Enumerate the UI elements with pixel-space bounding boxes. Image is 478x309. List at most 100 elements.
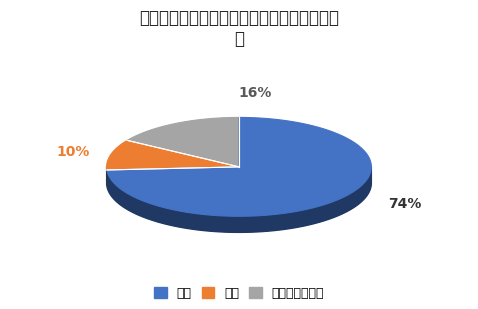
Polygon shape — [297, 211, 299, 227]
Polygon shape — [114, 184, 115, 200]
Polygon shape — [121, 189, 122, 206]
Polygon shape — [189, 213, 191, 229]
Polygon shape — [266, 215, 268, 231]
Text: 16%: 16% — [239, 86, 272, 100]
Polygon shape — [302, 210, 304, 226]
Polygon shape — [356, 189, 357, 206]
Polygon shape — [138, 199, 139, 215]
Polygon shape — [332, 201, 333, 218]
Polygon shape — [233, 216, 235, 232]
Polygon shape — [122, 190, 123, 206]
Polygon shape — [198, 214, 200, 230]
Polygon shape — [119, 188, 120, 205]
Polygon shape — [159, 206, 160, 223]
Polygon shape — [208, 215, 210, 231]
Polygon shape — [359, 187, 360, 204]
Polygon shape — [169, 209, 171, 225]
Polygon shape — [223, 216, 225, 232]
Polygon shape — [127, 117, 239, 167]
Polygon shape — [355, 190, 356, 206]
Polygon shape — [200, 214, 203, 231]
Polygon shape — [343, 197, 344, 214]
Polygon shape — [110, 178, 111, 195]
Polygon shape — [243, 216, 245, 232]
Polygon shape — [304, 210, 306, 226]
Polygon shape — [311, 208, 313, 224]
Polygon shape — [348, 194, 349, 211]
Polygon shape — [239, 216, 241, 232]
Polygon shape — [193, 213, 195, 230]
Polygon shape — [285, 213, 287, 229]
Polygon shape — [215, 215, 217, 232]
Polygon shape — [160, 207, 162, 223]
Polygon shape — [261, 215, 263, 232]
Polygon shape — [205, 214, 206, 231]
Polygon shape — [126, 193, 127, 209]
Polygon shape — [291, 212, 293, 228]
Polygon shape — [344, 196, 346, 213]
Polygon shape — [157, 206, 159, 222]
Polygon shape — [227, 216, 229, 232]
Polygon shape — [350, 193, 351, 210]
Polygon shape — [295, 211, 297, 228]
Polygon shape — [347, 195, 348, 212]
Polygon shape — [358, 188, 359, 205]
Polygon shape — [299, 211, 300, 227]
Polygon shape — [185, 212, 187, 228]
Polygon shape — [155, 205, 157, 222]
Polygon shape — [151, 204, 152, 220]
Polygon shape — [346, 196, 347, 212]
Polygon shape — [148, 203, 149, 219]
Polygon shape — [163, 208, 165, 224]
Polygon shape — [171, 209, 172, 226]
Polygon shape — [142, 201, 143, 217]
Polygon shape — [187, 212, 189, 229]
Polygon shape — [130, 195, 131, 212]
Polygon shape — [337, 199, 339, 216]
Polygon shape — [113, 182, 114, 199]
Polygon shape — [247, 216, 250, 232]
Polygon shape — [115, 184, 116, 201]
Text: アテンザワゴンの運転＆走行性能の満足度調
査: アテンザワゴンの運転＆走行性能の満足度調 査 — [139, 9, 339, 48]
Polygon shape — [329, 203, 330, 219]
Polygon shape — [183, 212, 185, 228]
Polygon shape — [273, 214, 276, 231]
Polygon shape — [195, 214, 196, 230]
Polygon shape — [263, 215, 266, 231]
Polygon shape — [117, 186, 118, 203]
Polygon shape — [107, 117, 371, 216]
Polygon shape — [152, 204, 154, 221]
Polygon shape — [125, 192, 126, 209]
Polygon shape — [129, 194, 130, 211]
Polygon shape — [353, 191, 354, 208]
Polygon shape — [276, 214, 278, 231]
Polygon shape — [272, 214, 273, 231]
Polygon shape — [339, 199, 340, 215]
Polygon shape — [287, 213, 289, 229]
Polygon shape — [318, 206, 319, 223]
Polygon shape — [241, 216, 243, 232]
Polygon shape — [268, 215, 270, 231]
Polygon shape — [336, 200, 337, 217]
Polygon shape — [149, 203, 151, 220]
Polygon shape — [349, 194, 350, 210]
Polygon shape — [235, 216, 237, 232]
Polygon shape — [309, 208, 311, 225]
Polygon shape — [210, 215, 213, 231]
Polygon shape — [145, 201, 146, 218]
Polygon shape — [181, 211, 183, 228]
Polygon shape — [131, 196, 133, 212]
Polygon shape — [127, 193, 128, 210]
Polygon shape — [364, 182, 365, 199]
Polygon shape — [133, 196, 134, 213]
Polygon shape — [282, 214, 283, 230]
Polygon shape — [135, 197, 137, 214]
Polygon shape — [217, 216, 218, 232]
Polygon shape — [363, 184, 364, 200]
Polygon shape — [270, 215, 272, 231]
Polygon shape — [333, 201, 335, 218]
Polygon shape — [178, 211, 180, 227]
Polygon shape — [280, 214, 282, 230]
Polygon shape — [123, 190, 124, 207]
Polygon shape — [165, 208, 167, 224]
